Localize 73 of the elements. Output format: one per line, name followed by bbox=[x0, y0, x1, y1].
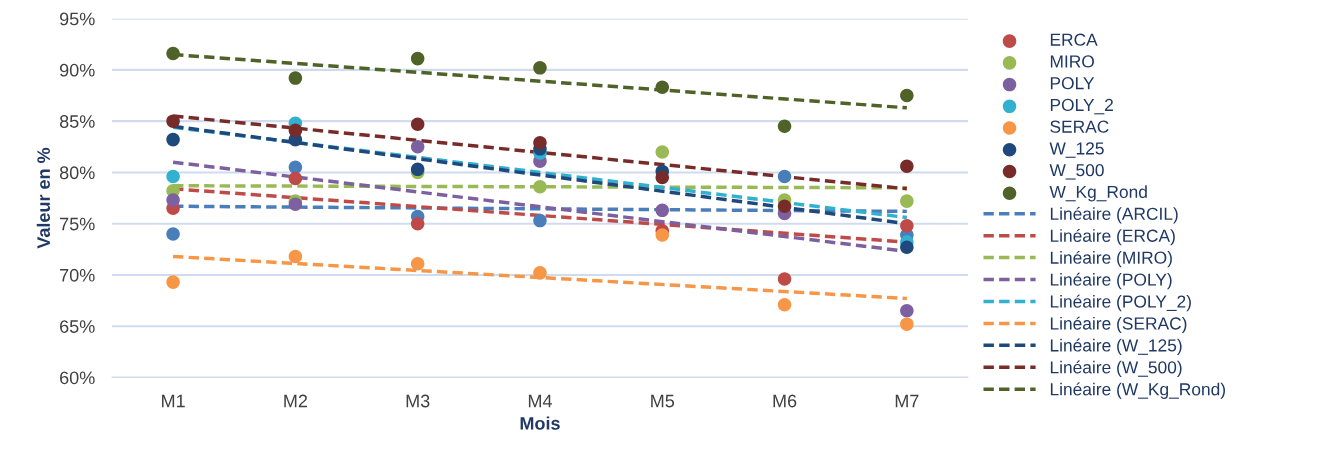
legend-label: Linéaire (W_125) bbox=[1050, 338, 1182, 355]
point bbox=[533, 61, 547, 75]
point bbox=[166, 193, 180, 207]
y-axis-title: Valeur en % bbox=[36, 147, 51, 249]
x-tick-label: M7 bbox=[895, 394, 919, 408]
legend-label: POLY_2 bbox=[1050, 98, 1113, 115]
point bbox=[166, 227, 180, 241]
legend-label: Linéaire (ARCIL) bbox=[1050, 207, 1178, 224]
y-tick-label: 60% bbox=[60, 371, 95, 385]
legend-label: POLY bbox=[1050, 77, 1095, 90]
legend-label: Linéaire (POLY_2) bbox=[1050, 294, 1191, 312]
x-tick-label: M3 bbox=[406, 394, 430, 408]
x-tick-label: M1 bbox=[162, 394, 185, 408]
point bbox=[533, 213, 547, 228]
point bbox=[900, 194, 914, 208]
y-tick-label: 95% bbox=[59, 12, 95, 26]
x-axis-title: Mois bbox=[520, 416, 560, 430]
legend-label: Linéaire (SERAC) bbox=[1050, 316, 1187, 334]
legend-label: Linéaire (ERCA) bbox=[1050, 228, 1175, 246]
y-tick-label: 80% bbox=[59, 166, 95, 180]
point bbox=[777, 119, 792, 134]
x-tick-label: M2 bbox=[284, 394, 308, 408]
point bbox=[288, 160, 303, 175]
point bbox=[166, 46, 180, 61]
point bbox=[288, 71, 303, 85]
legend-label: W_125 bbox=[1049, 142, 1104, 158]
point bbox=[655, 145, 670, 159]
legend-label: W_Kg_Rond bbox=[1049, 185, 1147, 202]
point bbox=[777, 272, 792, 286]
point bbox=[900, 304, 914, 318]
legend-label: W_500 bbox=[1049, 164, 1104, 180]
point bbox=[166, 114, 180, 128]
legend-label: MIRO bbox=[1050, 55, 1094, 68]
point bbox=[655, 228, 670, 242]
point bbox=[288, 123, 303, 138]
x-tick-label: M4 bbox=[528, 394, 552, 408]
y-tick-label: 65% bbox=[60, 320, 95, 333]
y-tick-label: 90% bbox=[59, 63, 95, 77]
point bbox=[410, 51, 425, 66]
x-tick-label: M5 bbox=[651, 394, 675, 408]
point bbox=[410, 256, 425, 271]
y-tick-label: 75% bbox=[60, 217, 95, 231]
point bbox=[900, 317, 914, 331]
point bbox=[777, 169, 792, 184]
point bbox=[410, 140, 425, 154]
y-tick-label: 70% bbox=[60, 268, 95, 282]
legend-label: Linéaire (W_500) bbox=[1050, 360, 1182, 377]
point bbox=[533, 135, 547, 150]
point bbox=[533, 180, 547, 194]
point bbox=[655, 80, 670, 95]
point bbox=[777, 199, 792, 214]
point bbox=[288, 171, 303, 186]
point bbox=[900, 159, 914, 174]
legend-label: Linéaire (POLY) bbox=[1050, 272, 1172, 290]
legend-label: Linéaire (W_Kg_Rond) bbox=[1050, 382, 1225, 399]
point bbox=[166, 275, 180, 289]
point bbox=[777, 297, 792, 312]
y-tick-label: 85% bbox=[59, 115, 95, 128]
point bbox=[410, 117, 425, 131]
point bbox=[655, 203, 670, 218]
point bbox=[166, 169, 180, 184]
point bbox=[655, 170, 670, 185]
point bbox=[166, 132, 180, 147]
point bbox=[288, 249, 303, 264]
point bbox=[900, 88, 914, 103]
point bbox=[533, 266, 547, 280]
legend-label: Linéaire (MIRO) bbox=[1050, 250, 1172, 268]
legend-label: SERAC bbox=[1050, 120, 1109, 133]
x-tick-label: M6 bbox=[773, 394, 797, 408]
point bbox=[900, 240, 914, 255]
point bbox=[410, 216, 425, 231]
legend-label: ERCA bbox=[1050, 33, 1098, 46]
point bbox=[900, 218, 914, 233]
